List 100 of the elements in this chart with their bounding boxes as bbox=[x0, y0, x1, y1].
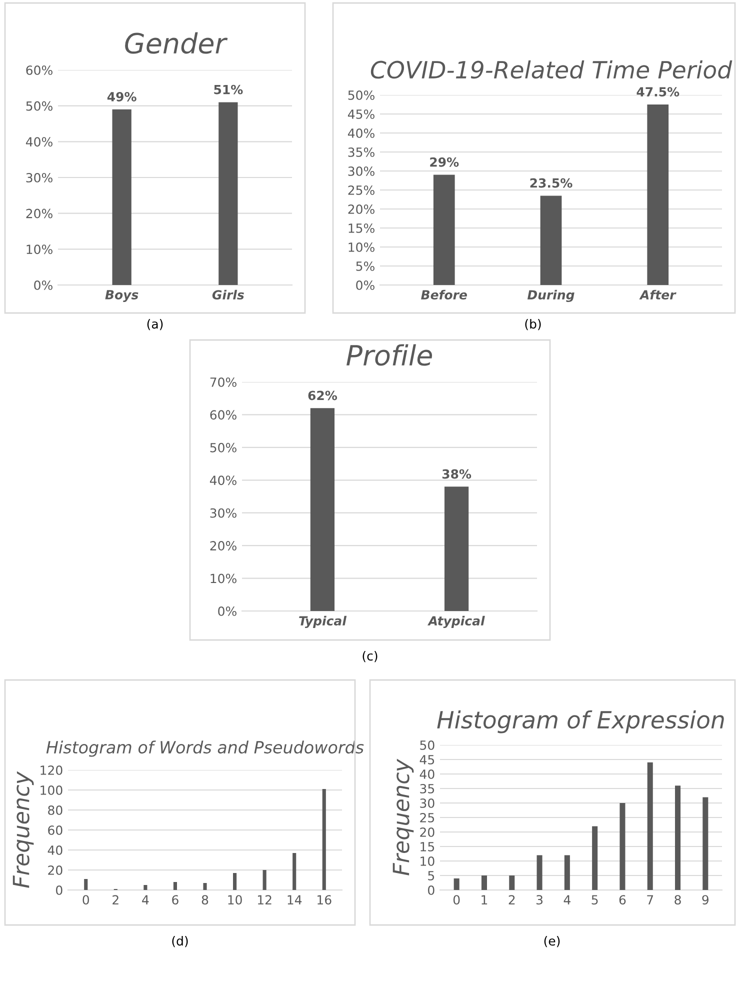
x-tick-label: 9 bbox=[702, 895, 709, 905]
y-tick-label: 40 bbox=[420, 769, 434, 779]
bar bbox=[173, 882, 178, 890]
bar bbox=[647, 104, 669, 285]
bar bbox=[454, 878, 460, 890]
chart-title: Histogram of Words and Pseudowords bbox=[46, 740, 364, 757]
y-tick-label: 5 bbox=[428, 871, 434, 880]
data-label: 47.5% bbox=[636, 87, 680, 97]
y-tick-label: 35 bbox=[420, 784, 434, 794]
text: (a) bbox=[147, 318, 163, 330]
x-tick-label: During bbox=[527, 290, 574, 302]
x-tick-label: 5 bbox=[592, 895, 598, 905]
bar bbox=[481, 876, 487, 890]
x-tick-label: 4 bbox=[142, 895, 149, 904]
y-tick-label: 60% bbox=[210, 410, 236, 420]
y-tick-label: 120 bbox=[40, 765, 62, 775]
y-tick-label: 20% bbox=[26, 208, 52, 218]
x-tick-label: 7 bbox=[647, 895, 654, 904]
y-tick-label: 30 bbox=[420, 798, 434, 808]
bar bbox=[292, 853, 296, 890]
text: (c) bbox=[362, 650, 378, 662]
text: (e) bbox=[544, 936, 560, 948]
y-tick-label: 40% bbox=[348, 128, 374, 138]
y-tick-label: 10% bbox=[210, 574, 236, 584]
y-tick-label: 0% bbox=[218, 606, 236, 616]
bar bbox=[144, 885, 148, 890]
text: (b) bbox=[525, 318, 541, 330]
bar bbox=[702, 797, 708, 890]
y-tick-label: 60% bbox=[26, 65, 52, 75]
bar bbox=[509, 876, 515, 890]
chart-title: Histogram of Expression bbox=[437, 710, 724, 734]
x-tick-label: 0 bbox=[453, 895, 460, 905]
bar bbox=[536, 855, 542, 890]
bar bbox=[647, 762, 653, 890]
bar bbox=[322, 789, 326, 890]
text: (d) bbox=[172, 936, 188, 948]
y-tick-label: 15 bbox=[420, 842, 434, 852]
x-tick-label: 14 bbox=[288, 895, 302, 904]
y-tick-label: 25% bbox=[348, 185, 374, 195]
x-tick-label: 8 bbox=[674, 895, 681, 905]
x-tick-label: 1 bbox=[482, 895, 488, 904]
y-tick-label: 45 bbox=[420, 755, 434, 764]
y-tick-label: 70% bbox=[210, 377, 236, 387]
data-label: 51% bbox=[214, 84, 243, 94]
y-tick-label: 10% bbox=[26, 244, 52, 254]
x-tick-label: 12 bbox=[258, 895, 272, 904]
x-tick-label: 6 bbox=[619, 895, 626, 905]
bar bbox=[232, 873, 237, 890]
x-tick-label: 3 bbox=[536, 895, 543, 905]
bar bbox=[84, 879, 88, 890]
y-tick-label: 5% bbox=[356, 261, 374, 271]
y-tick-label: 20% bbox=[210, 541, 236, 550]
y-tick-label: 30% bbox=[26, 172, 52, 182]
bar bbox=[433, 174, 455, 285]
x-tick-label: 8 bbox=[202, 895, 208, 905]
bar bbox=[564, 855, 570, 890]
data-label: 38% bbox=[442, 469, 472, 479]
y-tick-label: 40 bbox=[48, 845, 62, 855]
y-tick-label: 45% bbox=[348, 109, 374, 119]
x-tick-label: Atypical bbox=[427, 616, 485, 628]
y-tick-label: 0% bbox=[34, 280, 52, 290]
y-tick-label: 25 bbox=[420, 812, 434, 822]
y-tick-label: 20 bbox=[420, 827, 434, 837]
y-tick-label: 50% bbox=[210, 442, 236, 452]
chart-title: Profile bbox=[346, 344, 432, 366]
y-tick-label: 100 bbox=[40, 785, 62, 795]
y-axis-title: Frequency bbox=[12, 771, 34, 888]
data-label: 62% bbox=[308, 390, 338, 400]
y-tick-label: 80 bbox=[48, 805, 62, 815]
y-tick-label: 50% bbox=[348, 90, 374, 100]
y-tick-label: 10% bbox=[348, 242, 374, 252]
bar bbox=[203, 883, 207, 890]
y-tick-label: 30% bbox=[348, 166, 374, 176]
y-tick-label: 40% bbox=[26, 137, 52, 147]
y-tick-label: 50 bbox=[420, 740, 434, 750]
y-tick-label: 0 bbox=[56, 885, 62, 895]
x-tick-label: Before bbox=[421, 290, 467, 300]
x-tick-label: Typical bbox=[299, 616, 347, 628]
bar bbox=[262, 870, 266, 890]
data-label: 23.5% bbox=[530, 178, 572, 188]
chart-title: COVID-19-Related Time Period bbox=[370, 60, 732, 79]
x-tick-label: 6 bbox=[172, 895, 178, 905]
y-tick-label: 35% bbox=[348, 147, 374, 157]
y-tick-label: 15% bbox=[348, 223, 374, 233]
x-tick-label: 2 bbox=[112, 895, 118, 904]
x-tick-label: Girls bbox=[212, 290, 244, 300]
x-tick-label: 2 bbox=[508, 895, 515, 904]
y-tick-label: 40% bbox=[210, 476, 236, 486]
y-axis-title: Frequency bbox=[392, 758, 414, 876]
chart-title: Gender bbox=[125, 32, 228, 54]
y-tick-label: 0 bbox=[428, 885, 434, 895]
bar bbox=[592, 826, 598, 890]
bar bbox=[620, 803, 626, 890]
y-tick-label: 60 bbox=[48, 825, 62, 835]
data-label: 29% bbox=[430, 157, 459, 167]
y-tick-label: 30% bbox=[210, 508, 236, 518]
y-tick-label: 50% bbox=[26, 101, 52, 111]
y-tick-label: 10 bbox=[420, 856, 434, 866]
bar bbox=[540, 196, 562, 285]
y-tick-label: 0% bbox=[356, 280, 374, 290]
